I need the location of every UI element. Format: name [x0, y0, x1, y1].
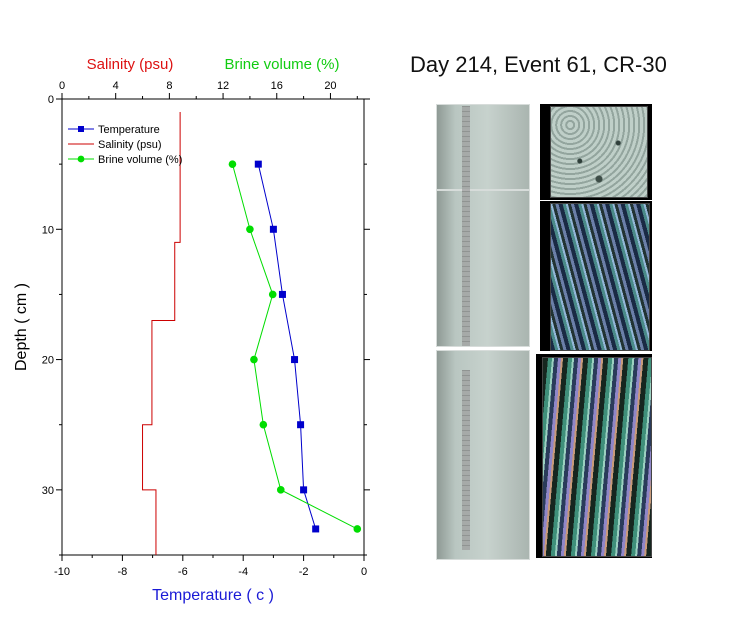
- ruler-scale: [462, 370, 470, 550]
- y-axis-label: Depth ( cm ): [13, 283, 30, 371]
- core-title: Day 214, Event 61, CR-30: [410, 52, 667, 77]
- y-tick-label: 30: [42, 485, 54, 497]
- data-point: [250, 355, 258, 364]
- data-point: [268, 290, 277, 299]
- x-bottom-tick-label: 0: [361, 566, 367, 578]
- x-top-tick-label: 12: [217, 80, 229, 92]
- thin-section-top: [550, 106, 648, 198]
- top-axis-label-brine-volume: Brine volume (%): [224, 56, 339, 73]
- x-bottom-tick-label: -8: [118, 566, 128, 578]
- data-point: [254, 160, 262, 168]
- data-point: [291, 356, 299, 364]
- legend-label: Temperature: [98, 124, 160, 136]
- x-bottom-tick-label: -2: [299, 566, 309, 578]
- legend-marker: [77, 155, 85, 163]
- y-tick-label: 20: [42, 355, 54, 367]
- plot-frame: [61, 98, 365, 556]
- data-point: [246, 225, 254, 234]
- x-top-tick-label: 16: [271, 80, 283, 92]
- legend-label: Salinity (psu): [98, 139, 162, 151]
- x-bottom-tick-label: -4: [238, 566, 248, 578]
- data-point: [276, 486, 285, 494]
- x-top-tick-label: 4: [113, 80, 119, 92]
- legend-marker: [78, 126, 84, 132]
- data-point: [259, 420, 268, 429]
- data-point: [278, 290, 286, 298]
- thin-section-middle: [550, 203, 650, 351]
- top-axis-label-salinity: Salinity (psu): [87, 56, 174, 73]
- x-bottom-axis-label: Temperature ( c ): [152, 587, 274, 604]
- x-top-tick-label: 8: [166, 80, 172, 92]
- data-point: [269, 225, 277, 233]
- x-top-tick-label: 20: [324, 80, 336, 92]
- thin-section-bottom: [542, 357, 652, 557]
- data-point: [353, 525, 362, 533]
- core-photo-section-3: [436, 350, 530, 560]
- core-photo-section-1: [436, 104, 530, 190]
- core-photo-section-2: [436, 190, 530, 347]
- data-point: [312, 525, 320, 533]
- x-bottom-tick-label: -10: [54, 566, 70, 578]
- data-point: [300, 486, 308, 494]
- x-top-tick-label: 0: [59, 80, 65, 92]
- ice-core-photographs: [432, 100, 654, 562]
- y-tick-label: 0: [48, 94, 54, 106]
- data-point: [228, 160, 237, 168]
- series-line: [142, 112, 181, 555]
- series-line: [231, 164, 358, 530]
- data-point: [297, 421, 305, 429]
- y-tick-label: 10: [42, 224, 54, 236]
- series-line: [257, 164, 317, 530]
- x-bottom-tick-label: -6: [178, 566, 188, 578]
- ruler-scale: [462, 106, 470, 346]
- legend-label: Brine volume (%): [98, 154, 182, 166]
